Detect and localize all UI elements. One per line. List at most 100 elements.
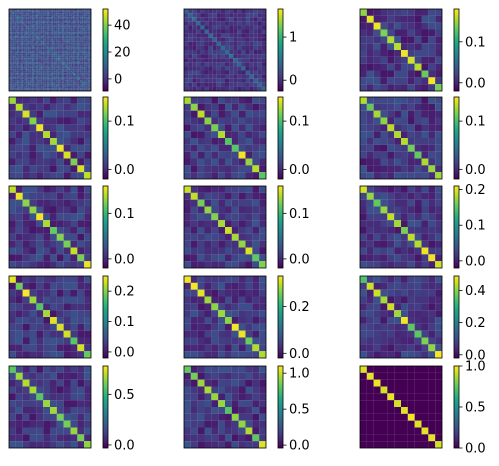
heatmap-cell <box>21 44 23 46</box>
heatmap-cell <box>22 186 30 193</box>
heatmap-cell <box>245 78 250 83</box>
heatmap-cell <box>50 172 57 180</box>
heatmap-cell <box>28 58 30 60</box>
heatmap-cell <box>252 158 260 166</box>
heatmap-frame <box>8 8 92 92</box>
heatmap-cell <box>78 30 81 33</box>
heatmap-cell <box>69 39 71 41</box>
heatmap-cell <box>65 67 67 70</box>
heatmap-cell <box>394 206 402 214</box>
heatmap-cell <box>17 30 19 33</box>
heatmap-cell <box>17 48 19 51</box>
heatmap-cell <box>51 85 53 87</box>
heatmap-cell <box>238 192 246 200</box>
heatmap-cell <box>40 75 42 78</box>
heatmap-cell <box>200 17 205 22</box>
heatmap-cell <box>51 45 53 48</box>
heatmap-cell <box>89 30 92 33</box>
heatmap-cell <box>36 30 38 33</box>
heatmap-cell <box>54 13 56 15</box>
heatmap-cell <box>66 26 68 29</box>
heatmap-cell <box>14 67 16 70</box>
heatmap-cell <box>36 25 38 27</box>
heatmap-cell <box>44 69 46 71</box>
colorbar-tick-label: 0.1 <box>114 115 135 130</box>
heatmap-cell <box>17 14 19 16</box>
heatmap-cell <box>85 59 87 61</box>
heatmap-cell <box>78 28 81 30</box>
heatmap-cell <box>71 58 74 60</box>
heatmap-cell <box>48 59 51 61</box>
heatmap-cell <box>17 21 19 23</box>
heatmap-cell <box>54 70 56 72</box>
heatmap-cell <box>29 89 31 92</box>
heatmap-cell <box>69 86 71 89</box>
heatmap-cell <box>22 45 25 48</box>
heatmap-cell <box>19 43 22 45</box>
heatmap-cell <box>28 55 30 57</box>
heatmap-cell <box>54 51 56 53</box>
heatmap-cell <box>78 10 81 12</box>
heatmap-cell <box>56 41 59 44</box>
heatmap-cell <box>77 71 79 74</box>
heatmap-cell <box>28 29 30 31</box>
heatmap-cell <box>81 89 83 92</box>
heatmap-cell <box>18 45 20 48</box>
heatmap-cell <box>17 15 19 18</box>
heatmap-cell <box>67 56 70 59</box>
heatmap-cell <box>200 37 205 42</box>
heatmap-cell <box>21 40 23 42</box>
heatmap-cell <box>18 22 20 25</box>
heatmap-cell <box>28 24 30 26</box>
heatmap-cell <box>51 77 53 79</box>
heatmap-cell <box>401 97 408 104</box>
heatmap-cell <box>29 74 31 77</box>
heatmap-cell <box>48 84 51 86</box>
heatmap-cell <box>56 206 64 214</box>
heatmap-cell <box>37 29 40 31</box>
heatmap-cell <box>67 66 70 68</box>
heatmap-cell <box>41 50 44 52</box>
heatmap-cell <box>366 158 374 166</box>
heatmap-cell <box>33 71 36 74</box>
heatmap-cell <box>192 13 197 18</box>
heatmap-cell <box>36 58 38 60</box>
heatmap-cell <box>37 43 40 45</box>
heatmap-cell <box>81 55 83 57</box>
heatmap-cell <box>28 80 30 82</box>
heatmap-cell <box>407 70 415 78</box>
heatmap-cell <box>366 77 374 85</box>
heatmap-cell <box>34 73 37 75</box>
heatmap-cell <box>29 233 37 241</box>
heatmap-cell <box>21 67 23 70</box>
heatmap-cell <box>34 41 37 44</box>
heatmap-cell <box>62 19 64 22</box>
heatmap-cell <box>48 89 51 92</box>
heatmap-cell <box>54 26 56 29</box>
heatmap-cell <box>30 66 33 68</box>
heatmap-cell <box>67 26 70 29</box>
heatmap-cell <box>10 58 12 60</box>
heatmap-cell <box>13 56 15 59</box>
heatmap-cell <box>82 47 85 49</box>
heatmap-cell <box>58 69 60 71</box>
heatmap-cell <box>63 32 66 34</box>
heatmap-cell <box>33 13 36 15</box>
heatmap-cell <box>407 36 415 44</box>
heatmap-cell <box>24 19 26 22</box>
heatmap-cell <box>184 9 189 14</box>
heatmap-cell <box>41 22 44 25</box>
heatmap-cell <box>238 165 246 173</box>
heatmap-cell <box>253 25 258 30</box>
heatmap-cell <box>52 9 55 11</box>
heatmap-cell <box>71 50 74 52</box>
heatmap-cell <box>55 28 57 30</box>
heatmap-cell <box>18 11 20 14</box>
heatmap-cell <box>212 21 217 26</box>
heatmap-cell <box>184 206 191 214</box>
heatmap-cell <box>66 51 68 53</box>
heatmap-cell <box>218 220 226 228</box>
heatmap-cell <box>73 21 75 23</box>
heatmap-cell <box>14 44 16 46</box>
heatmap-cell <box>13 67 15 70</box>
